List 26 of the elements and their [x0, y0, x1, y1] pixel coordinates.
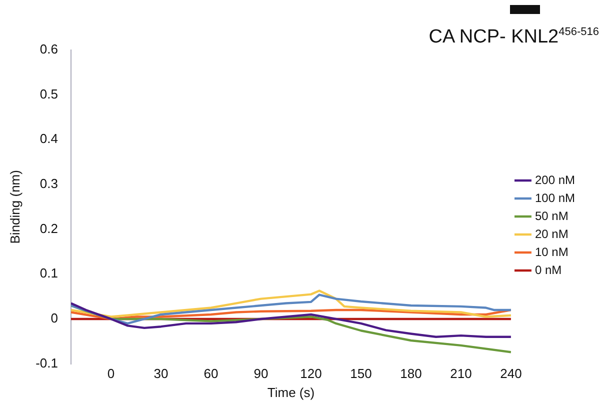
x-tick-label: 180: [400, 366, 422, 382]
x-tick-label: 240: [500, 366, 522, 382]
y-axis-title: Binding (nm): [7, 170, 22, 244]
x-tick-label: 90: [254, 366, 268, 382]
y-tick-label: 0.5: [40, 86, 58, 102]
y-tick-label: -0.1: [36, 355, 58, 370]
x-tick-label: 150: [350, 366, 372, 382]
y-tick-label: 0: [50, 310, 58, 326]
x-tick-label: 60: [204, 366, 218, 382]
legend-label: 50 nM: [534, 208, 568, 223]
x-tick-label: 30: [154, 366, 168, 382]
x-tick-label: 210: [450, 366, 472, 382]
chart-title: CA NCP- KNL2$^{456-516}$: [428, 26, 599, 48]
x-tick-label: 0: [107, 366, 115, 382]
legend-label: 200 nM: [534, 172, 576, 187]
y-tick-label: 0.3: [40, 176, 58, 192]
y-tick-label: 0.4: [40, 131, 58, 146]
y-tick-label: 0.2: [40, 220, 58, 236]
legend-label: 0 nM: [534, 262, 562, 277]
x-tick-label: 120: [300, 366, 322, 382]
x-axis-title: Time (s): [267, 384, 315, 400]
legend-label: 100 nM: [534, 190, 576, 205]
legend-label: 20 nM: [534, 226, 568, 241]
y-tick-label: 0.1: [40, 266, 58, 281]
legend-label: 10 nM: [534, 244, 568, 259]
y-tick-label: 0.6: [40, 42, 58, 57]
